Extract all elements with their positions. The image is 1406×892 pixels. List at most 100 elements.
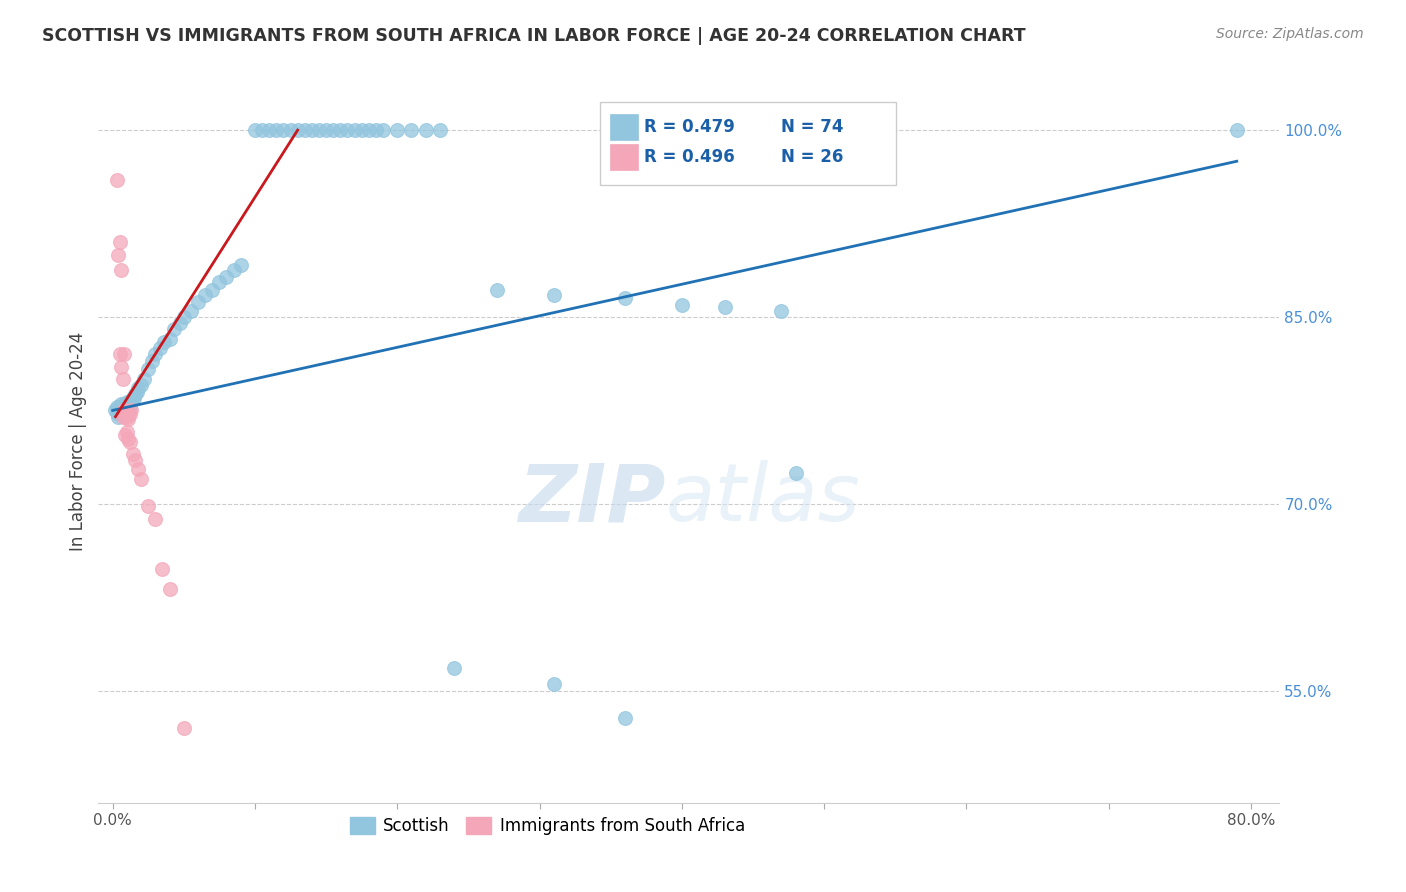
Point — [110, 359, 132, 374]
Point — [401, 123, 423, 137]
Point — [115, 409, 138, 424]
Point — [287, 123, 309, 137]
Point — [159, 582, 181, 596]
Point — [280, 123, 302, 137]
Point — [114, 400, 136, 414]
Point — [108, 407, 131, 421]
Point — [127, 381, 149, 395]
Point — [118, 407, 141, 421]
Point — [117, 397, 139, 411]
Point — [107, 403, 129, 417]
Point — [322, 123, 344, 137]
Point — [152, 561, 174, 575]
Point — [121, 391, 143, 405]
Point — [208, 275, 231, 289]
Point — [257, 123, 280, 137]
Text: N = 74: N = 74 — [782, 118, 844, 136]
Point — [143, 512, 166, 526]
Point — [105, 173, 128, 187]
Point — [266, 123, 288, 137]
Point — [108, 400, 131, 414]
Point — [129, 378, 152, 392]
Point — [129, 472, 152, 486]
Text: R = 0.479: R = 0.479 — [644, 118, 735, 136]
Point — [112, 403, 135, 417]
Point — [229, 258, 252, 272]
Point — [114, 407, 136, 421]
Point — [336, 123, 359, 137]
Text: ZIP: ZIP — [517, 460, 665, 539]
Point — [111, 406, 134, 420]
Point — [770, 303, 793, 318]
Point — [315, 123, 337, 137]
Point — [111, 372, 134, 386]
Point — [201, 283, 224, 297]
Point — [118, 434, 141, 449]
Point — [120, 403, 142, 417]
Text: atlas: atlas — [665, 460, 860, 539]
Point — [364, 123, 387, 137]
Legend: Scottish, Immigrants from South Africa: Scottish, Immigrants from South Africa — [343, 810, 751, 841]
Point — [108, 347, 131, 361]
Point — [112, 397, 135, 411]
Point — [104, 403, 127, 417]
Point — [613, 291, 636, 305]
Point — [173, 310, 195, 324]
Point — [141, 353, 163, 368]
Y-axis label: In Labor Force | Age 20-24: In Labor Force | Age 20-24 — [69, 332, 87, 551]
Point — [308, 123, 330, 137]
Point — [121, 447, 143, 461]
Point — [180, 303, 202, 318]
Point — [415, 123, 437, 137]
Point — [114, 428, 136, 442]
Point — [301, 123, 323, 137]
Point — [173, 721, 195, 735]
Point — [110, 397, 132, 411]
Point — [1226, 123, 1249, 137]
Point — [111, 400, 134, 414]
Point — [294, 123, 316, 137]
Point — [108, 235, 131, 250]
Text: N = 26: N = 26 — [782, 148, 844, 166]
Point — [136, 362, 159, 376]
Point — [111, 409, 134, 424]
Point — [122, 391, 145, 405]
Point — [118, 400, 141, 414]
Point — [250, 123, 273, 137]
Point — [110, 262, 132, 277]
Point — [273, 123, 295, 137]
Point — [350, 123, 373, 137]
Point — [124, 387, 146, 401]
Point — [222, 262, 245, 277]
Point — [117, 432, 139, 446]
Point — [149, 341, 172, 355]
Point — [107, 248, 129, 262]
Point — [159, 332, 181, 346]
Point — [132, 372, 155, 386]
Point — [153, 334, 176, 349]
Point — [671, 297, 693, 311]
Point — [112, 347, 135, 361]
Point — [124, 453, 146, 467]
FancyBboxPatch shape — [610, 113, 638, 139]
Point — [163, 322, 186, 336]
Point — [136, 500, 159, 514]
Point — [194, 287, 217, 301]
Point — [125, 384, 148, 399]
Point — [105, 406, 128, 420]
Point — [187, 295, 209, 310]
Point — [120, 393, 142, 408]
Point — [543, 287, 565, 301]
Point — [387, 123, 409, 137]
Point — [329, 123, 352, 137]
Point — [115, 403, 138, 417]
Point — [485, 283, 508, 297]
Point — [112, 403, 135, 417]
FancyBboxPatch shape — [610, 144, 638, 169]
Point — [785, 466, 807, 480]
Text: Source: ZipAtlas.com: Source: ZipAtlas.com — [1216, 27, 1364, 41]
Point — [215, 270, 238, 285]
Point — [115, 394, 138, 409]
Point — [114, 407, 136, 421]
Point — [117, 412, 139, 426]
